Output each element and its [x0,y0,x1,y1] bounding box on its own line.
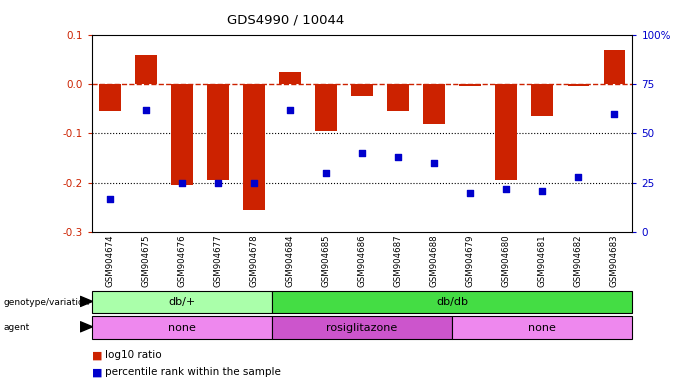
Point [284,107,295,113]
Point [573,174,583,180]
Text: GSM904682: GSM904682 [574,234,583,287]
Bar [568,84,589,86]
Point [212,180,223,186]
Text: GSM904677: GSM904677 [214,234,222,287]
Bar [99,84,120,111]
Polygon shape [80,296,92,306]
Text: none: none [528,323,556,333]
Bar [92,316,272,339]
Text: GSM904686: GSM904686 [358,234,367,287]
Point [356,150,367,156]
Point [392,154,403,160]
Bar [279,72,301,84]
Text: GSM904676: GSM904676 [177,234,186,287]
Text: percentile rank within the sample: percentile rank within the sample [105,367,282,377]
Bar [496,84,517,180]
Text: GSM904679: GSM904679 [466,234,475,287]
Text: GSM904685: GSM904685 [322,234,330,287]
Bar [460,84,481,86]
Point [464,190,475,196]
Text: GSM904683: GSM904683 [610,234,619,287]
Bar [171,84,192,185]
Point [320,170,331,176]
Point [248,180,259,186]
Bar [388,84,409,111]
Bar [92,291,272,313]
Text: GDS4990 / 10044: GDS4990 / 10044 [227,13,344,26]
Bar [452,316,632,339]
Bar [135,55,156,84]
Bar [207,84,228,180]
Text: db/db: db/db [436,297,469,307]
Bar [272,316,452,339]
Bar [243,84,265,210]
Text: GSM904688: GSM904688 [430,234,439,287]
Text: rosiglitazone: rosiglitazone [326,323,398,333]
Point [428,160,439,166]
Bar [604,50,625,84]
Polygon shape [80,322,92,332]
Text: GSM904678: GSM904678 [250,234,258,287]
Point [176,180,187,186]
Bar [424,84,445,124]
Point [105,195,116,202]
Text: GSM904681: GSM904681 [538,234,547,287]
Text: GSM904675: GSM904675 [141,234,150,287]
Point [500,186,511,192]
Text: agent: agent [3,323,30,332]
Point [537,188,547,194]
Text: GSM904684: GSM904684 [286,234,294,287]
Text: GSM904674: GSM904674 [105,234,114,287]
Text: ■: ■ [92,367,102,377]
Text: GSM904680: GSM904680 [502,234,511,287]
Text: db/+: db/+ [168,297,196,307]
Point [141,107,152,113]
Bar [352,84,373,96]
Bar [272,291,632,313]
Text: genotype/variation: genotype/variation [3,298,90,307]
Text: ■: ■ [92,350,102,360]
Text: none: none [168,323,196,333]
Text: GSM904687: GSM904687 [394,234,403,287]
Point [609,111,619,117]
Bar [316,84,337,131]
Bar [532,84,553,116]
Text: log10 ratio: log10 ratio [105,350,162,360]
